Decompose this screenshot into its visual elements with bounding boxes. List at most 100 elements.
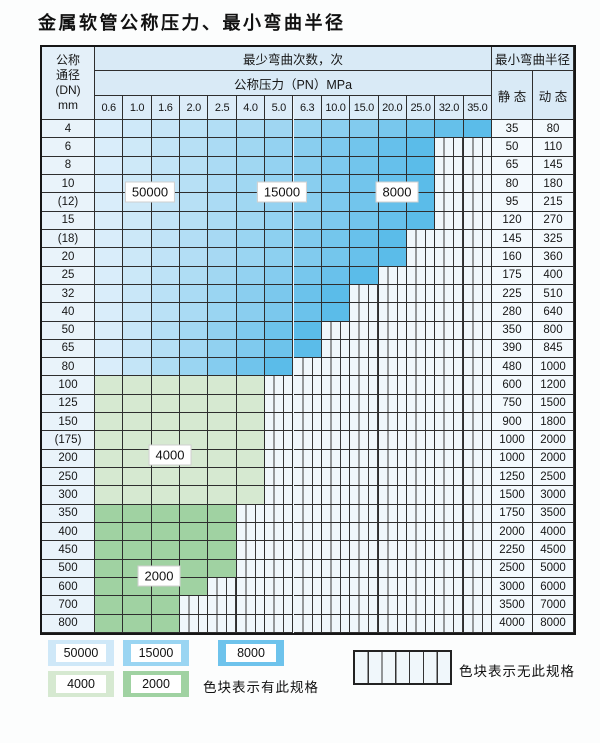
spec-cell (208, 229, 237, 249)
no-spec-cell (406, 523, 436, 542)
spec-cell (95, 596, 124, 615)
spec-cell (208, 468, 237, 487)
spec-cell (321, 211, 351, 230)
spec-cell (123, 229, 152, 249)
spec-cell (208, 449, 237, 469)
dn-cell: 40 (42, 303, 95, 322)
spec-cell (208, 431, 237, 450)
dn-cell: 600 (42, 578, 95, 597)
dn-cell: 80 (42, 358, 95, 377)
dynamic-value-cell: 80 (533, 120, 574, 139)
spec-cell (321, 284, 351, 304)
spec-cell (208, 138, 237, 157)
no-spec-cell (321, 486, 351, 505)
spec-cell (95, 303, 124, 322)
spec-cell (321, 156, 351, 175)
spec-cell (123, 358, 152, 377)
no-spec-cell (378, 303, 407, 322)
spec-cell (151, 468, 181, 487)
page-title: 金属软管公称压力、最小弯曲半径 (38, 13, 346, 34)
spec-cell (236, 394, 266, 414)
spec-cell (208, 559, 237, 578)
pressure-col-header: 25.0 (406, 96, 436, 120)
spec-cell (95, 174, 124, 194)
spec-cell (180, 376, 209, 395)
dynamic-value-cell: 110 (533, 138, 574, 157)
spec-cell (151, 120, 181, 139)
no-spec-cell (350, 303, 379, 322)
no-spec-cell (463, 376, 492, 395)
no-spec-cell (321, 541, 351, 560)
spec-cell (350, 138, 379, 157)
cycles-overlay-label: 2000 (137, 565, 181, 587)
no-spec-cell (435, 431, 464, 450)
no-spec-cell (378, 468, 407, 487)
spec-cell (151, 156, 181, 175)
spec-cell (208, 394, 237, 414)
spec-cell (236, 431, 266, 450)
spec-cell (265, 211, 294, 230)
no-spec-cell (435, 523, 464, 542)
no-spec-cell (378, 614, 407, 633)
no-spec-cell (265, 504, 294, 524)
spec-cell (236, 156, 266, 175)
spec-cell (123, 614, 152, 633)
no-spec-cell (350, 559, 379, 578)
spec-cell (236, 358, 266, 377)
spec-cell (180, 193, 209, 212)
no-spec-cell (350, 541, 379, 560)
spec-cell (95, 266, 124, 285)
spec-cell (321, 138, 351, 157)
no-spec-cell (463, 413, 492, 432)
dynamic-value-cell: 640 (533, 303, 574, 322)
spec-cell (208, 486, 237, 505)
no-spec-cell (321, 358, 351, 377)
cycles-header: 最少弯曲次数，次 (95, 47, 492, 71)
static-value-cell: 1250 (492, 468, 533, 487)
spec-cell (95, 541, 124, 560)
no-spec-cell (321, 413, 351, 432)
spec-cell (95, 339, 124, 359)
no-spec-cell (463, 523, 492, 542)
dn-header-line: 公称 (55, 53, 80, 67)
no-spec-cell (378, 339, 407, 359)
pressure-col-header: 2.5 (208, 96, 237, 120)
static-value-cell: 600 (492, 376, 533, 395)
spec-cell (123, 284, 152, 304)
spec-cell (95, 211, 124, 230)
spec-cell (95, 321, 124, 340)
no-spec-cell (293, 376, 322, 395)
legend-item: 50000 (48, 640, 114, 666)
legend-item: 8000 (218, 640, 284, 666)
spec-cell (123, 486, 152, 505)
spec-cell (236, 486, 266, 505)
static-value-cell: 80 (492, 174, 533, 194)
spec-cell (236, 266, 266, 285)
no-spec-cell (463, 504, 492, 524)
spec-cell (350, 266, 379, 285)
spec-cell (123, 468, 152, 487)
dn-cell: 350 (42, 504, 95, 524)
dynamic-value-cell: 1000 (533, 358, 574, 377)
no-spec-cell (406, 614, 436, 633)
no-spec-cell (435, 248, 464, 267)
no-spec-cell (293, 486, 322, 505)
spec-cell (208, 541, 237, 560)
no-spec-cell (293, 394, 322, 414)
spec-cell (208, 504, 237, 524)
no-spec-cell (463, 431, 492, 450)
spec-cell (95, 138, 124, 157)
spec-cell (265, 266, 294, 285)
no-spec-cell (350, 578, 379, 597)
no-spec-cell (435, 596, 464, 615)
spec-cell (123, 266, 152, 285)
dynamic-value-cell: 4500 (533, 541, 574, 560)
spec-cell (180, 266, 209, 285)
spec-cell (151, 358, 181, 377)
spec-cell (123, 211, 152, 230)
legend-item-label: 15000 (131, 644, 181, 662)
static-value-cell: 225 (492, 284, 533, 304)
no-spec-cell (236, 541, 266, 560)
spec-cell (151, 248, 181, 267)
spec-cell (236, 138, 266, 157)
